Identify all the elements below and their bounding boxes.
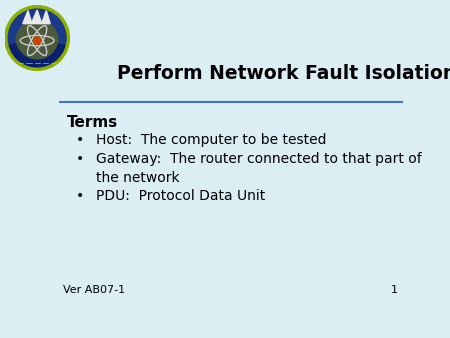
Polygon shape — [31, 10, 42, 24]
Text: •: • — [76, 152, 84, 167]
Text: Perform Network Fault Isolation Techniques: Perform Network Fault Isolation Techniqu… — [117, 64, 450, 82]
Text: Host:  The computer to be tested: Host: The computer to be tested — [96, 133, 327, 147]
Circle shape — [34, 37, 40, 44]
Text: Gateway:  The router connected to that part of: Gateway: The router connected to that pa… — [96, 152, 422, 167]
Circle shape — [16, 20, 58, 62]
Polygon shape — [23, 10, 32, 24]
Text: PDU:  Protocol Data Unit: PDU: Protocol Data Unit — [96, 189, 266, 203]
Text: 1: 1 — [391, 285, 398, 295]
Text: the network: the network — [96, 171, 180, 185]
Text: Terms: Terms — [67, 115, 118, 130]
Text: Ver AB07-1: Ver AB07-1 — [63, 285, 126, 295]
Circle shape — [6, 7, 68, 69]
Wedge shape — [7, 44, 68, 69]
Text: •: • — [76, 133, 84, 147]
Text: •: • — [76, 189, 84, 203]
Polygon shape — [42, 10, 50, 24]
